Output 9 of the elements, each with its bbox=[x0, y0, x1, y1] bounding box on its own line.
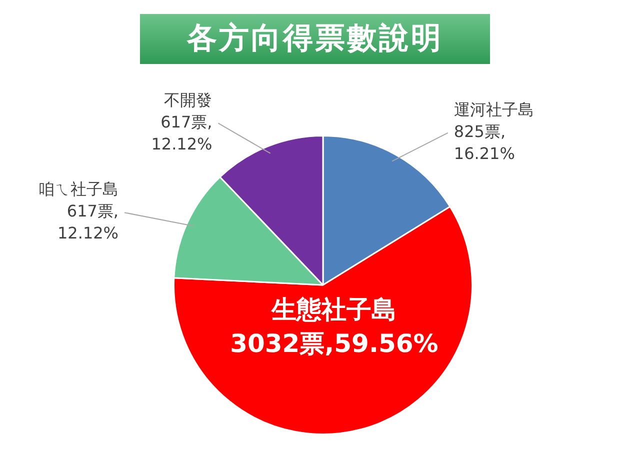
data-label: 3032票,59.56% bbox=[230, 328, 438, 358]
chart-title: 各方向得票數說明 bbox=[140, 14, 490, 64]
data-label: 825票, 16.21% bbox=[454, 122, 515, 164]
slice-label: 運河社子島 bbox=[454, 100, 534, 120]
data-label: 617票, 12.12% bbox=[57, 202, 119, 243]
slice-label: 不開發 bbox=[164, 90, 212, 110]
slice-label: 咱ㄟ社子島 bbox=[38, 180, 119, 199]
slice-label: 生態社子島 bbox=[270, 294, 397, 324]
data-label: 617票, 12.12% bbox=[151, 112, 212, 154]
